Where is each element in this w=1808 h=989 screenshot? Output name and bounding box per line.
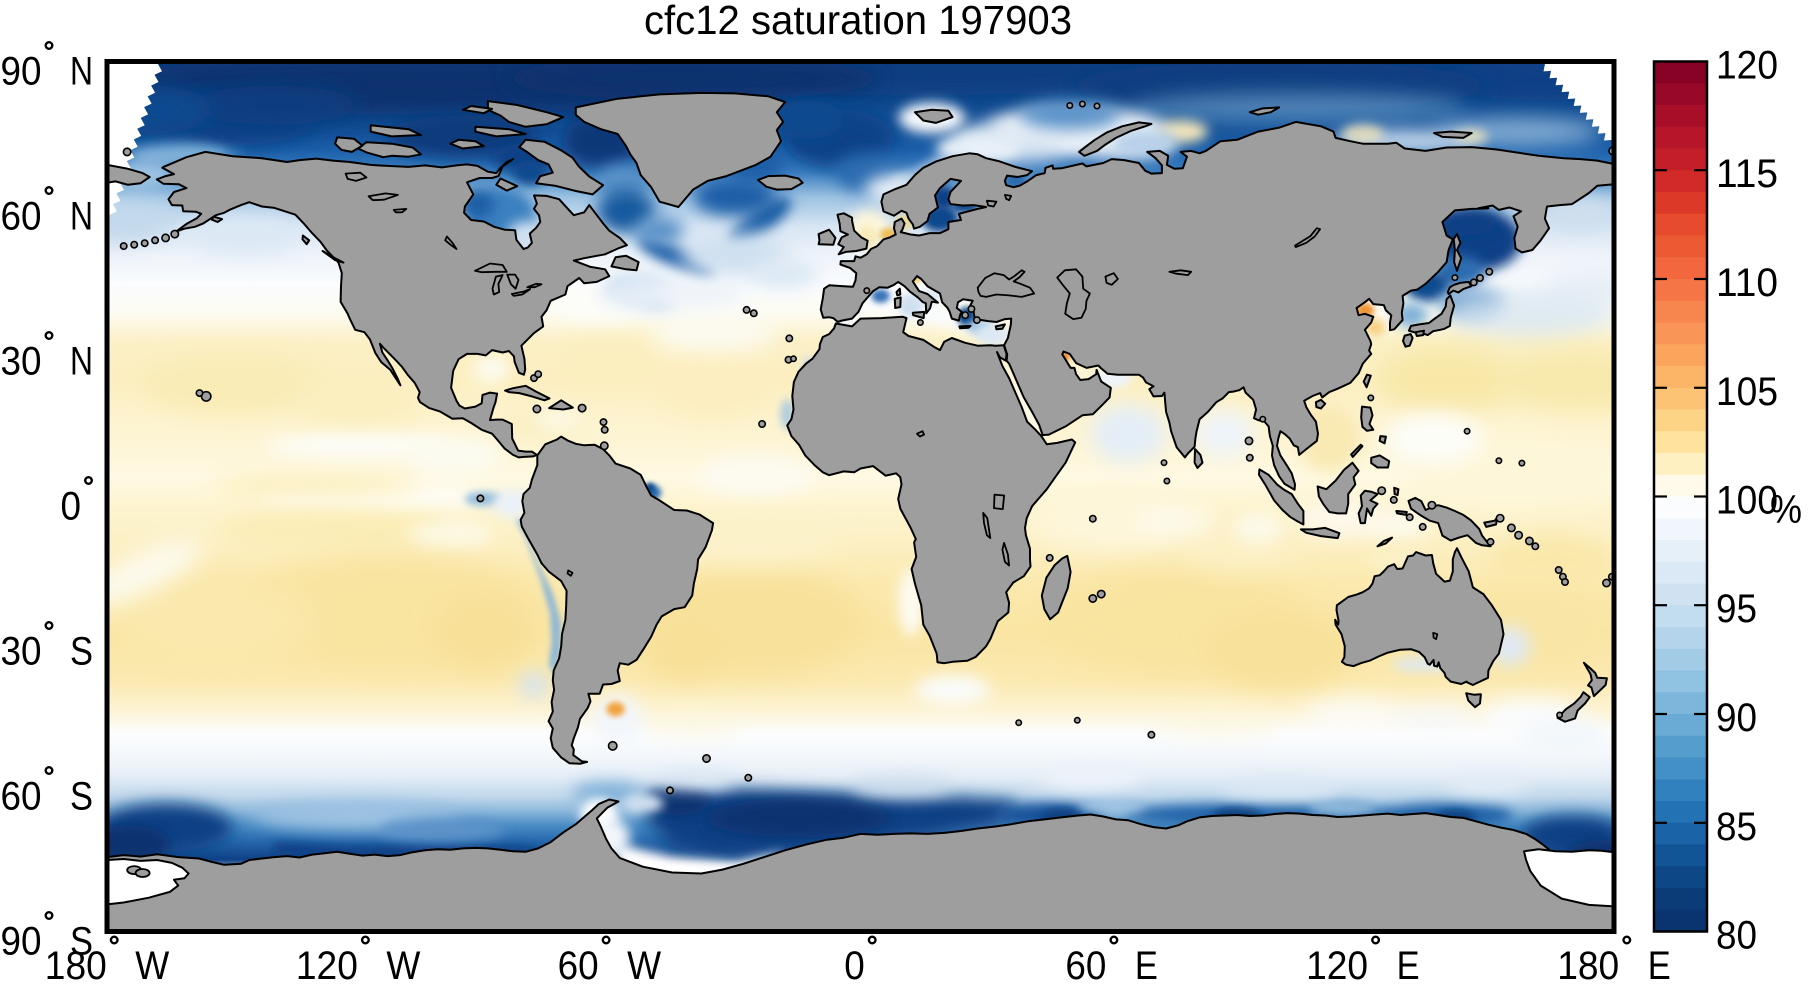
- svg-text:60: 60: [558, 944, 599, 984]
- svg-text:85: 85: [1716, 805, 1757, 849]
- svg-text:90: 90: [1, 920, 42, 964]
- svg-text:W: W: [135, 944, 169, 984]
- svg-text:105: 105: [1716, 370, 1778, 414]
- svg-text:S: S: [70, 775, 93, 819]
- svg-text:90: 90: [1716, 696, 1757, 740]
- svg-text:120: 120: [1716, 44, 1778, 88]
- svg-text:60: 60: [1065, 944, 1106, 984]
- svg-text:E: E: [1648, 944, 1671, 984]
- svg-text:115: 115: [1716, 152, 1778, 196]
- svg-text:S: S: [70, 920, 93, 964]
- svg-text:0: 0: [61, 485, 82, 529]
- svg-text:cfc12 saturation 197903: cfc12 saturation 197903: [644, 0, 1072, 43]
- svg-text:W: W: [627, 944, 661, 984]
- svg-text:%: %: [1770, 488, 1802, 532]
- svg-text:180: 180: [45, 944, 107, 984]
- svg-text:E: E: [1135, 944, 1158, 984]
- svg-text:100: 100: [1716, 479, 1778, 523]
- svg-text:110: 110: [1716, 261, 1778, 305]
- svg-text:N: N: [70, 50, 93, 94]
- svg-text:60: 60: [1, 775, 42, 819]
- svg-text:90: 90: [1, 50, 42, 94]
- svg-text:0: 0: [844, 944, 865, 984]
- svg-text:30: 30: [1, 340, 42, 384]
- svg-text:E: E: [1397, 944, 1420, 984]
- svg-text:180: 180: [1557, 944, 1619, 984]
- svg-text:60: 60: [1, 195, 42, 239]
- svg-text:N: N: [70, 195, 93, 239]
- svg-text:80: 80: [1716, 914, 1757, 958]
- svg-text:30: 30: [1, 630, 42, 674]
- svg-text:S: S: [70, 630, 93, 674]
- svg-text:N: N: [70, 340, 93, 384]
- svg-text:95: 95: [1716, 587, 1757, 631]
- svg-text:120: 120: [1306, 944, 1368, 984]
- svg-text:120: 120: [296, 944, 358, 984]
- svg-text:W: W: [386, 944, 420, 984]
